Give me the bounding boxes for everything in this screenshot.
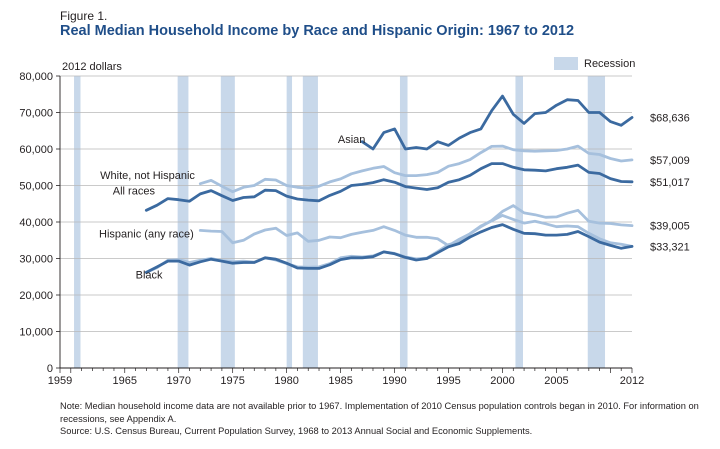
x-tick-label: 2000 bbox=[490, 375, 514, 387]
axes: 0 10,000 20,000 30,000 40,000 50,000 60,000 70,… bbox=[19, 71, 644, 387]
y-tick-label: 0 bbox=[47, 363, 53, 375]
series-line-black-5 bbox=[144, 223, 634, 274]
chart-notes: Note: Median household income data are n… bbox=[60, 400, 700, 438]
series-label: Hispanic (any race) bbox=[99, 228, 194, 240]
series-label: Black bbox=[136, 270, 163, 282]
x-tick-label: 2005 bbox=[544, 375, 568, 387]
y-axis-unit-label: 2012 dollars bbox=[62, 61, 122, 73]
y-tick-label: 70,000 bbox=[19, 108, 53, 120]
series-labels: Asian White, not Hispanic All races Hispani… bbox=[99, 134, 365, 282]
y-tick-label: 30,000 bbox=[19, 254, 53, 266]
series-line-white-not-hispanic-1 bbox=[198, 144, 634, 194]
series-lines bbox=[144, 94, 634, 274]
x-tick-label: 1970 bbox=[166, 375, 190, 387]
series-line-black-4 bbox=[144, 213, 634, 274]
y-tick-label: 50,000 bbox=[19, 181, 53, 193]
end-value-label: $33,321 bbox=[650, 241, 690, 253]
recession-legend-swatch bbox=[554, 57, 578, 70]
x-tick-label: 1995 bbox=[436, 375, 460, 387]
series-line-all-races-2 bbox=[144, 162, 634, 212]
end-value-label: $39,005 bbox=[650, 221, 690, 233]
x-tick-label: 1990 bbox=[382, 375, 406, 387]
x-tick-label: 2012 bbox=[620, 375, 644, 387]
y-tick-label: 20,000 bbox=[19, 290, 53, 302]
series-label: All races bbox=[113, 185, 156, 197]
series-label: White, not Hispanic bbox=[100, 170, 195, 182]
note-text: Note: Median household income data are n… bbox=[60, 401, 699, 424]
end-value-label: $51,017 bbox=[650, 177, 690, 189]
y-tick-label: 40,000 bbox=[19, 217, 53, 229]
x-tick-label: 1965 bbox=[113, 375, 137, 387]
source-text: Source: U.S. Census Bureau, Current Popu… bbox=[60, 426, 533, 436]
series-line-asian-0 bbox=[360, 94, 634, 151]
y-tick-label: 60,000 bbox=[19, 144, 53, 156]
recession-legend-label: Recession bbox=[584, 58, 635, 70]
x-tick-label: 1959 bbox=[48, 375, 72, 387]
chart-title: Real Median Household Income by Race and… bbox=[60, 23, 575, 39]
x-tick-label: 1980 bbox=[274, 375, 298, 387]
x-tick-label: 1975 bbox=[220, 375, 244, 387]
y-tick-label: 10,000 bbox=[19, 327, 53, 339]
x-tick-label: 1985 bbox=[328, 375, 352, 387]
income-line-chart: 0 10,000 20,000 30,000 40,000 50,000 60,000 70,… bbox=[19, 57, 690, 387]
series-line-hispanic-any-race--3 bbox=[198, 204, 634, 248]
figure-label: Figure 1. bbox=[60, 9, 108, 23]
end-value-label: $68,636 bbox=[650, 112, 690, 124]
series-label: Asian bbox=[338, 134, 366, 146]
gridlines bbox=[60, 75, 632, 332]
recession-legend: Recession bbox=[554, 57, 635, 70]
end-value-labels: $68,636 $57,009 $51,017 $39,005 $33,321 bbox=[650, 112, 690, 253]
end-value-label: $57,009 bbox=[650, 155, 690, 167]
y-tick-label: 80,000 bbox=[19, 71, 53, 83]
